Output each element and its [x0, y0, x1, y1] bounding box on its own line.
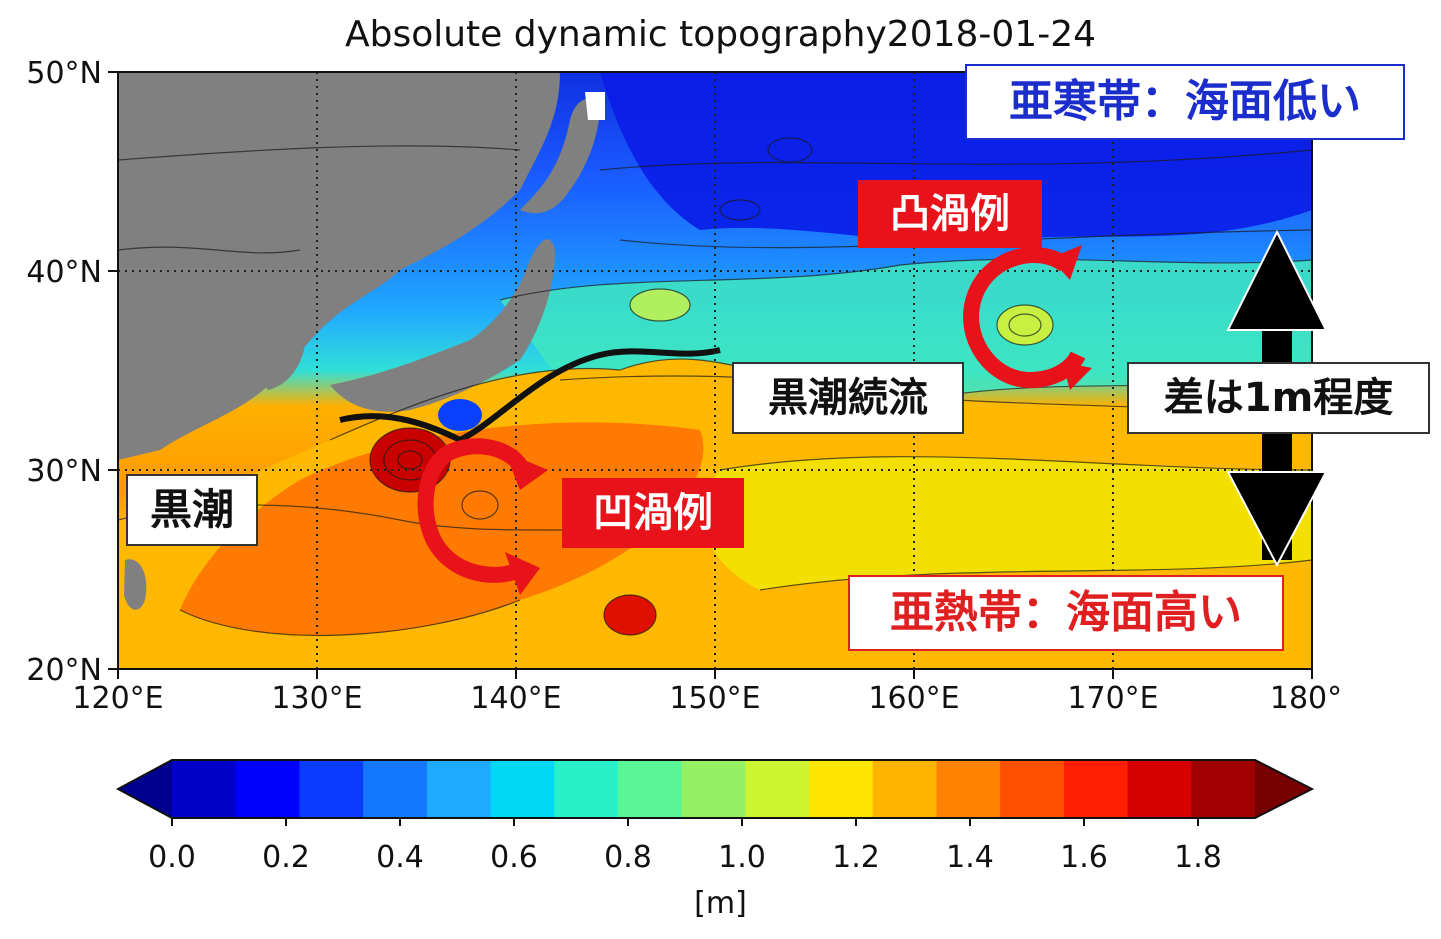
eddy-green-2	[630, 289, 690, 321]
lat-tick-label: 30°N	[26, 454, 102, 489]
lon-tick-labels: 120°E 130°E 140°E 150°E 160°E 170°E 180°	[72, 681, 1342, 716]
warm-eddy-arrowhead-2	[1062, 362, 1092, 390]
colorbar-segment	[617, 760, 683, 818]
colorbar-segment	[1000, 760, 1065, 818]
colorbar-segment	[681, 760, 746, 818]
colorbar-tick-label: 1.4	[946, 840, 994, 875]
contour-lines	[118, 137, 1312, 637]
colorbar-segment	[872, 760, 937, 818]
colorbar-segment	[363, 760, 428, 818]
colorbar-segment	[490, 760, 555, 818]
subarctic-label: 亜寒帯：海面低い	[965, 64, 1405, 140]
cold-eddy-arrowhead-2	[505, 552, 540, 595]
colorbar-tick-label: 1.2	[832, 840, 880, 875]
map-title: Absolute dynamic topography2018-01-24	[344, 14, 1097, 55]
lon-tick-label: 130°E	[271, 681, 362, 716]
colorbar-tick-label: 1.6	[1060, 840, 1108, 875]
colorbar-segment	[809, 760, 874, 818]
warm-eddy-label: 凸渦例	[858, 180, 1042, 248]
lon-tick-label: 140°E	[470, 681, 561, 716]
colorbar-segment	[426, 760, 492, 818]
kuroshio-label: 黒潮	[126, 474, 258, 546]
colorbar-tick-label: 0.6	[490, 840, 538, 875]
lat-tick-labels: 50°N 40°N 30°N 20°N	[26, 56, 102, 688]
warm-eddy-arrow	[963, 247, 1086, 389]
colorbar-ticks: 0.0 0.2 0.4 0.6 0.8 1.0 1.2 1.4 1.6 1.8	[148, 840, 1222, 875]
colorbar-tick-label: 1.8	[1174, 840, 1222, 875]
cold-eddy-arrow	[417, 438, 527, 583]
difference-arrow	[1226, 229, 1328, 568]
warm-eddy-arrowhead	[1050, 245, 1082, 280]
colorbar-segment	[1127, 760, 1192, 818]
lat-tick-label: 50°N	[26, 56, 102, 91]
colorbar-tick-label: 1.0	[718, 840, 766, 875]
colorbar-segment	[299, 760, 364, 818]
colorbar-tick-label: 0.2	[262, 840, 310, 875]
subtropical-label: 亜熱帯：海面高い	[848, 575, 1284, 651]
lon-tick-label: 150°E	[669, 681, 760, 716]
colorbar-segment	[554, 760, 619, 818]
colorbar-segment	[1191, 760, 1256, 818]
land-asia	[118, 72, 560, 460]
colorbar-tick-label: 0.4	[376, 840, 424, 875]
lon-tick-label: 120°E	[72, 681, 163, 716]
cold-eddy-arrowhead	[505, 452, 548, 490]
eddy-south	[604, 595, 656, 635]
lon-tick-label: 170°E	[1067, 681, 1158, 716]
kuroshio-extension-label: 黒潮続流	[732, 362, 964, 434]
sakhalin-white	[585, 92, 605, 120]
eddy-green	[997, 305, 1053, 345]
land-japan-honshu	[330, 239, 555, 412]
colorbar-segment	[936, 760, 1001, 818]
colorbar-extend-min	[118, 760, 172, 818]
cold-eddy-label: 凹渦例	[562, 478, 744, 548]
land-taiwan	[124, 559, 147, 610]
eddy-blue	[438, 399, 482, 431]
kuroshio-front	[339, 347, 721, 444]
lat-tick-label: 20°N	[26, 653, 102, 688]
land-korea	[248, 296, 306, 390]
colorbar	[115, 759, 1315, 826]
subtropical-core	[180, 422, 704, 636]
colorbar-segment	[235, 760, 300, 818]
colorbar-tick-label: 0.8	[604, 840, 652, 875]
colorbar-tick-label: 0.0	[148, 840, 196, 875]
lon-tick-label: 180°	[1270, 681, 1342, 716]
colorbar-segment	[172, 760, 237, 818]
lat-tick-label: 40°N	[26, 255, 102, 290]
land-hokkaido-sakhalin	[520, 99, 600, 214]
difference-label: 差は1m程度	[1127, 362, 1430, 434]
colorbar-unit-label: [m]	[694, 886, 747, 921]
colorbar-segment	[745, 760, 810, 818]
ticks	[108, 71, 1313, 679]
colorbar-segment	[1063, 760, 1129, 818]
yellow-band	[703, 456, 1312, 590]
colorbar-extend-max	[1255, 760, 1312, 818]
lon-tick-label: 160°E	[868, 681, 959, 716]
